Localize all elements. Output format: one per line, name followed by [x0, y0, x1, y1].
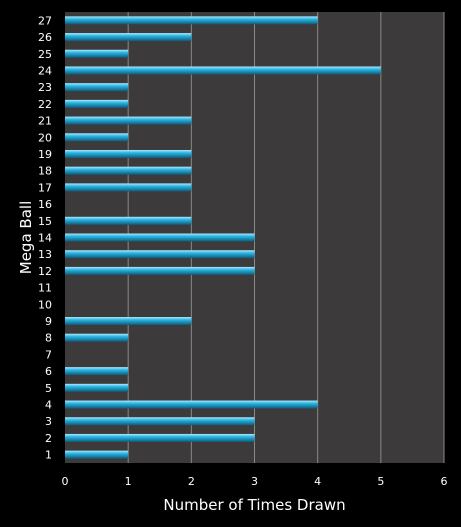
y-tick-label: 6 [45, 365, 52, 378]
bar-18 [65, 166, 192, 175]
bar-26 [65, 33, 192, 42]
bar-21 [65, 116, 192, 125]
y-tick-label: 14 [38, 232, 52, 245]
y-tick-label: 10 [38, 298, 52, 311]
bar-25 [65, 49, 129, 58]
x-tick-labels: 0 1 2 3 4 5 6 [62, 475, 448, 488]
bar-3 [65, 417, 255, 426]
y-tick-label: 15 [38, 215, 52, 228]
bar-20 [65, 133, 129, 142]
bar-23 [65, 83, 129, 92]
y-tick-label: 26 [38, 31, 52, 44]
y-axis-title: Mega Ball [17, 201, 35, 274]
x-tick-label: 4 [314, 475, 321, 488]
bar-27 [65, 16, 318, 25]
x-tick-label: 0 [62, 475, 69, 488]
y-tick-label: 12 [38, 265, 52, 278]
y-tick-label: 9 [45, 315, 52, 328]
y-tick-label: 20 [38, 131, 52, 144]
bar-1 [65, 450, 129, 459]
bar-24 [65, 66, 381, 75]
y-tick-label: 22 [38, 98, 52, 111]
bar-6 [65, 367, 129, 376]
y-tick-label: 1 [45, 449, 52, 462]
y-tick-label: 4 [45, 399, 52, 412]
bar-15 [65, 216, 192, 225]
y-tick-label: 2 [45, 432, 52, 445]
bar-13 [65, 250, 255, 259]
bar-2 [65, 433, 255, 442]
x-axis-title: Number of Times Drawn [163, 496, 345, 514]
x-tick-label: 3 [251, 475, 258, 488]
y-tick-label: 18 [38, 165, 52, 178]
bar-4 [65, 400, 318, 409]
bar-14 [65, 233, 255, 242]
y-tick-labels: 1234567891011121314151617181920212223242… [38, 14, 52, 461]
y-tick-label: 27 [38, 14, 52, 27]
y-tick-label: 13 [38, 248, 52, 261]
x-tick-label: 2 [188, 475, 195, 488]
bars [65, 16, 381, 459]
bar-22 [65, 99, 129, 108]
x-tick-label: 5 [377, 475, 384, 488]
y-tick-label: 23 [38, 81, 52, 94]
y-tick-label: 5 [45, 382, 52, 395]
bar-8 [65, 333, 129, 342]
bar-5 [65, 383, 129, 392]
y-tick-label: 21 [38, 115, 52, 128]
x-tick-label: 6 [441, 475, 448, 488]
y-tick-label: 24 [38, 64, 52, 77]
y-tick-label: 19 [38, 148, 52, 161]
x-tick-label: 1 [125, 475, 132, 488]
y-tick-label: 17 [38, 181, 52, 194]
bar-12 [65, 266, 255, 275]
y-tick-label: 8 [45, 332, 52, 345]
y-tick-label: 3 [45, 415, 52, 428]
bar-17 [65, 183, 192, 192]
bar-9 [65, 317, 192, 326]
y-tick-label: 25 [38, 48, 52, 61]
y-tick-label: 7 [45, 348, 52, 361]
y-tick-label: 11 [38, 282, 52, 295]
y-tick-label: 16 [38, 198, 52, 211]
bar-19 [65, 149, 192, 158]
